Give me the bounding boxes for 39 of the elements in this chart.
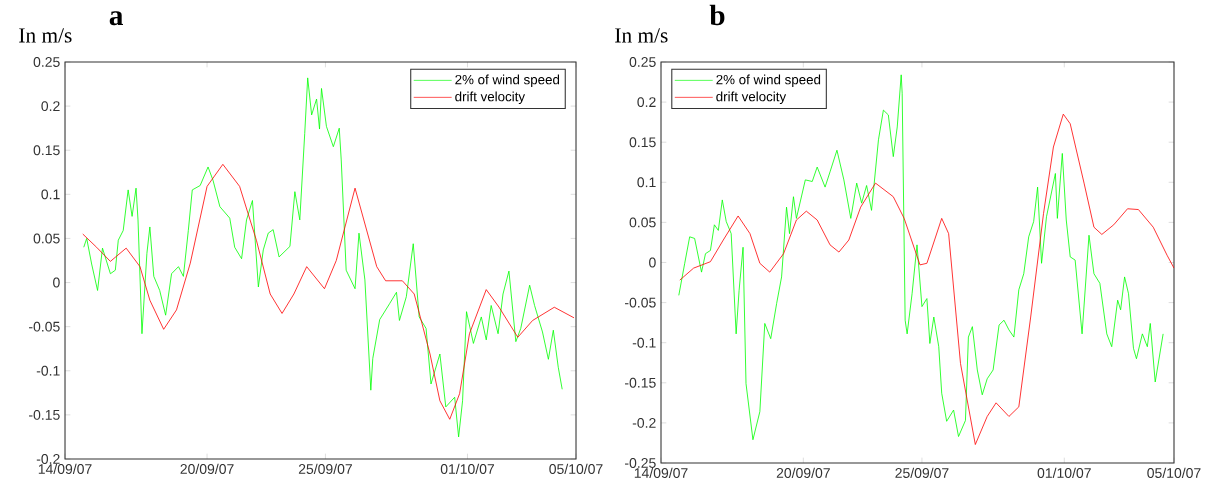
y-tick-label: -0.25 (625, 458, 656, 468)
legend-label: 2% of wind speed (455, 74, 560, 87)
y-tick-label: 0.2 (637, 97, 656, 108)
y-tick-label: 0.2 (41, 101, 60, 112)
y-tick-label: 0 (53, 277, 60, 288)
y-tick-label: 0.15 (629, 137, 656, 148)
x-tick-label: 25/09/07 (298, 463, 352, 474)
legend-label: 2% of wind speed (716, 74, 821, 87)
x-tick-label: 14/09/07 (634, 467, 688, 478)
legend-label: drift velocity (716, 91, 787, 104)
y-tick-label: -0.1 (632, 337, 656, 348)
y-tick-label: 0.15 (33, 145, 60, 156)
y-tick-label: -0.05 (625, 297, 656, 308)
y-tick-label: 0.05 (629, 217, 656, 228)
y-tick-label: 0 (649, 257, 656, 268)
x-tick-label: 14/09/07 (38, 463, 92, 474)
y-tick-label: -0.1 (36, 365, 60, 376)
y-axis-title: In m/s (19, 28, 72, 43)
y-tick-label: -0.2 (632, 417, 656, 428)
y-tick-label: 0.05 (33, 233, 60, 244)
x-tick-label: 05/10/07 (1147, 467, 1201, 478)
x-tick-label: 25/09/07 (895, 467, 949, 478)
chart-title: b (709, 4, 725, 26)
legend-label: drift velocity (455, 91, 526, 104)
y-tick-label: -0.15 (29, 409, 60, 420)
y-tick-label: 0.25 (629, 57, 656, 67)
y-tick-label: 0.1 (637, 177, 656, 188)
y-tick-label: -0.15 (625, 377, 656, 388)
y-tick-label: -0.05 (29, 321, 60, 332)
y-tick-label: 0.25 (33, 57, 60, 67)
x-tick-label: 05/10/07 (549, 463, 603, 474)
x-tick-label: 01/10/07 (440, 463, 495, 474)
y-tick-label: -0.2 (36, 454, 60, 464)
x-tick-label: 01/10/07 (1037, 467, 1091, 478)
chart-title: a (109, 11, 123, 26)
x-tick-label: 20/09/07 (180, 463, 234, 474)
x-tick-label: 20/09/07 (776, 467, 830, 478)
y-axis-title: In m/s (615, 28, 668, 43)
y-tick-label: 0.1 (41, 189, 60, 200)
